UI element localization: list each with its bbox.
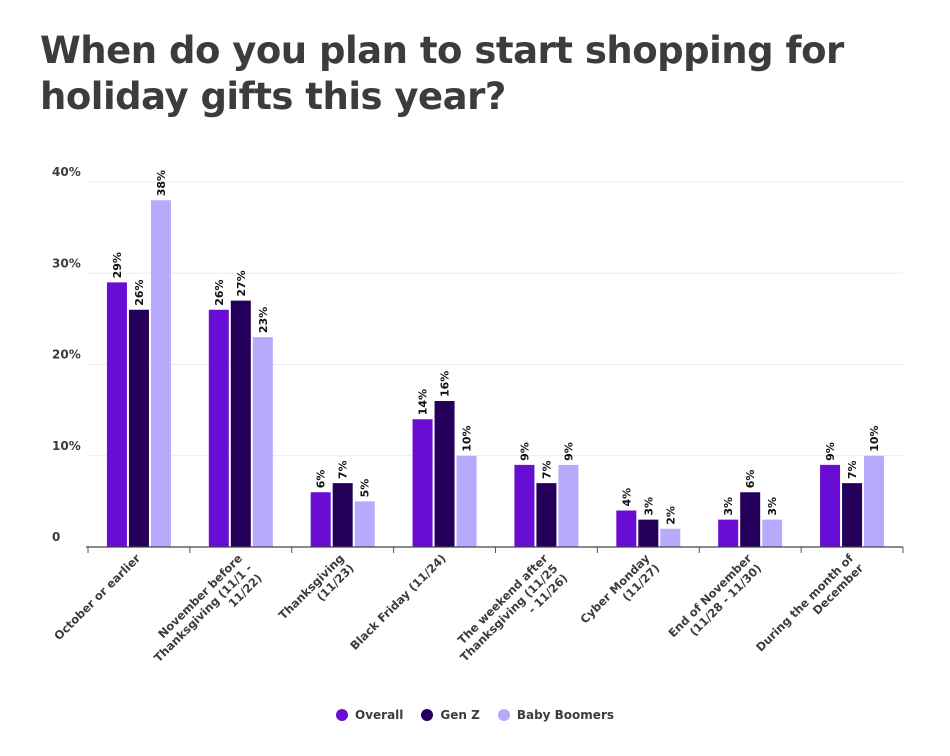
data-label: 7%: [846, 460, 859, 479]
legend: Overall Gen Z Baby Boomers: [0, 708, 950, 724]
data-label: 9%: [518, 442, 531, 461]
bar: [128, 309, 149, 547]
bar-labels: 29% 26% 38% 26% 27% 23% 6% 7% 5% 14% 16% 10% 9% 7% 9% 4…: [111, 170, 881, 525]
data-label: 5%: [359, 479, 372, 498]
bar: [842, 483, 863, 547]
bar: [820, 464, 841, 547]
y-tick-label: 20%: [52, 348, 81, 362]
y-tick-label: 10%: [52, 439, 81, 453]
bar: [638, 519, 659, 547]
bar: [762, 519, 783, 547]
legend-item: Overall: [336, 708, 403, 722]
x-tick-label: Cyber Monday(11/27): [577, 551, 662, 636]
y-tick-label: 0: [52, 530, 60, 544]
bar: [150, 200, 171, 547]
bar: [558, 464, 579, 547]
x-tick-label: Black Friday (11/24): [347, 551, 448, 652]
bars: [106, 200, 885, 547]
data-label: 16%: [439, 371, 452, 397]
data-label: 9%: [824, 442, 837, 461]
legend-swatch: [336, 709, 348, 721]
data-label: 6%: [315, 470, 328, 489]
legend-label: Overall: [355, 708, 404, 722]
x-axis: October or earlier November beforeThanksg…: [51, 546, 904, 675]
bar: [252, 337, 273, 547]
x-tick-label: November beforeThanksgiving (11/1 -11/22…: [141, 551, 265, 675]
data-label: 6%: [744, 470, 757, 489]
legend-item: Gen Z: [421, 708, 480, 722]
y-tick-label: 40%: [52, 165, 81, 179]
bar: [230, 300, 251, 547]
data-label: 3%: [642, 497, 655, 516]
bar: [740, 492, 761, 547]
data-label: 27%: [235, 270, 248, 296]
bar-chart: 0 10% 20% 30% 40% 29% 26% 38% 26% 27% 23% 6% 7% 5% 14…: [51, 165, 904, 675]
data-label: 9%: [562, 442, 575, 461]
bar: [456, 455, 477, 547]
x-tick-label: Thanksgiving(11/23): [276, 551, 357, 632]
data-label: 10%: [461, 425, 474, 451]
x-tick-label: During the month ofDecember: [753, 551, 867, 665]
chart-title: When do you plan to start shopping for h…: [40, 29, 844, 118]
data-label: 23%: [257, 307, 270, 333]
data-label: 26%: [213, 279, 226, 305]
data-label: 14%: [417, 389, 430, 415]
data-label: 4%: [620, 488, 633, 507]
bar: [354, 501, 375, 547]
bar: [660, 528, 681, 547]
bar: [434, 401, 455, 547]
bar: [718, 519, 739, 547]
legend-label: Gen Z: [440, 708, 480, 722]
bar: [332, 483, 353, 547]
bar: [412, 419, 433, 547]
legend-label: Baby Boomers: [516, 708, 614, 722]
x-tick-label: End of November(11/28 - 11/30): [665, 551, 764, 650]
data-label: 26%: [133, 279, 146, 305]
y-axis: 0 10% 20% 30% 40%: [52, 165, 81, 544]
bar: [536, 483, 557, 547]
data-label: 3%: [766, 497, 779, 516]
data-label: 7%: [337, 460, 350, 479]
x-tick-label: October or earlier: [51, 551, 143, 643]
data-label: 2%: [664, 506, 677, 525]
data-label: 3%: [722, 497, 735, 516]
legend-swatch: [497, 709, 510, 721]
x-tick-label: The weekend afterThanksgiving (11/25- 11…: [447, 551, 570, 674]
y-tick-label: 30%: [52, 256, 81, 270]
data-label: 10%: [868, 425, 881, 451]
bar: [106, 282, 127, 547]
bar: [514, 464, 535, 547]
legend-swatch: [421, 709, 434, 721]
bar: [208, 309, 229, 547]
bar: [310, 492, 331, 547]
bar: [864, 455, 885, 547]
legend-item: Baby Boomers: [497, 708, 614, 722]
data-label: 29%: [111, 252, 124, 278]
bar: [616, 510, 637, 547]
data-label: 38%: [155, 170, 168, 196]
data-label: 7%: [540, 460, 553, 479]
